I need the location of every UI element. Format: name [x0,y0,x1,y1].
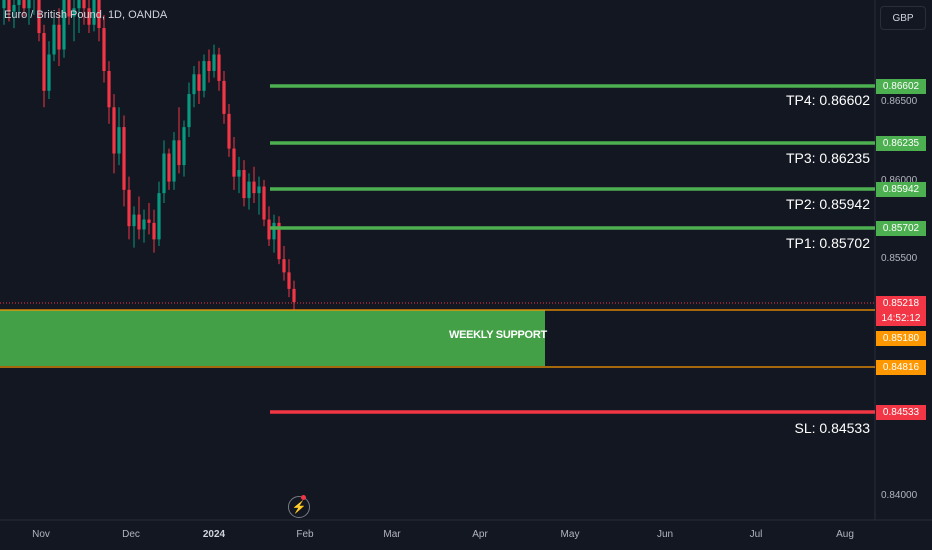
candle-body [157,193,161,240]
candle-body [217,54,221,81]
time-tick: Apr [472,529,488,540]
candle-body [137,214,141,230]
sl-label: SL: 0.84533 [794,420,870,436]
candle-body [227,113,231,149]
candle-body [57,24,61,50]
candle-body [47,54,51,91]
candle-body [257,186,261,194]
candle-body [67,0,71,17]
candle-body [82,0,86,9]
time-tick: Jul [749,529,763,540]
candle-body [22,0,26,9]
candle-body [37,0,41,34]
candle-body [72,8,76,17]
time-tick: Jun [656,529,674,540]
candle-body [222,80,226,114]
candle-body [92,0,96,25]
candle-body [287,272,291,289]
candle-body [162,153,166,194]
bar-countdown: 14:52:12 [876,311,926,326]
time-tick: 2024 [202,529,226,540]
current-price-tag: 0.85218 [876,296,926,311]
candle-body [42,33,46,91]
candle-body [147,219,151,223]
candle-body [247,181,251,199]
tp4-label: TP4: 0.86602 [785,92,870,108]
weekly-support-zone[interactable] [0,310,545,366]
candle-body [112,107,116,154]
candle-body [232,148,236,177]
candle-body [132,214,136,227]
candle-body [272,222,276,240]
currency-button[interactable]: GBP [880,6,926,30]
tp3-price-tag: 0.86235 [876,136,926,151]
candle-body [167,153,171,182]
price-tick: 0.85500 [881,253,918,264]
support-bottom-tag: 0.84816 [876,360,926,375]
time-tick: Dec [122,529,140,540]
candle-body [237,170,241,177]
candles-layer [2,0,296,314]
candle-body [12,4,16,12]
candle-body [97,0,101,29]
candle-body [262,186,266,220]
candle-body [87,8,91,25]
candle-body [122,127,126,190]
lightning-icon[interactable]: ⚡ [288,496,310,518]
candle-body [117,127,121,154]
candle-body [127,189,131,227]
candle-body [172,140,176,182]
tp4-price-tag: 0.86602 [876,79,926,94]
time-tick: Feb [296,529,314,540]
candle-body [202,61,206,91]
tp1-price-tag: 0.85702 [876,221,926,236]
price-tick: 0.84000 [881,490,918,501]
candle-body [17,0,21,5]
tp2-label: TP2: 0.85942 [785,196,870,212]
candle-body [197,74,201,91]
candle-body [182,127,186,166]
candle-body [282,259,286,273]
candle-body [152,222,156,240]
candle-body [7,0,11,12]
candle-body [212,54,216,71]
candle-body [62,0,66,50]
time-tick: Mar [383,529,401,540]
candle-body [207,61,211,71]
candle-body [77,0,81,9]
sl-price-tag: 0.84533 [876,405,926,420]
candle-body [277,222,281,260]
candle-body [107,70,111,108]
candle-body [177,140,181,166]
candle-body [192,74,196,95]
candle-body [252,181,256,194]
candle-body [52,24,56,55]
candle-body [242,170,246,199]
time-tick: Nov [32,529,50,540]
weekly-support-label: WEEKLY SUPPORT [449,329,547,341]
price-tick: 0.86000 [881,175,918,186]
tp3-label: TP3: 0.86235 [785,150,870,166]
candle-body [102,28,106,71]
candle-body [292,288,296,303]
candle-body [2,0,6,9]
support-top-tag: 0.85180 [876,331,926,346]
candle-body [142,219,146,230]
candle-body [267,219,271,240]
candle-body [27,0,31,9]
candle-body [187,94,191,128]
tp1-label: TP1: 0.85702 [785,235,870,251]
symbol-title[interactable]: Euro / British Pound, 1D, OANDA [4,9,168,21]
notification-dot [301,495,306,500]
time-tick: Aug [836,529,854,540]
price-tick: 0.86500 [881,96,918,107]
tp2-price-tag: 0.85942 [876,182,926,197]
time-tick: May [560,529,580,540]
